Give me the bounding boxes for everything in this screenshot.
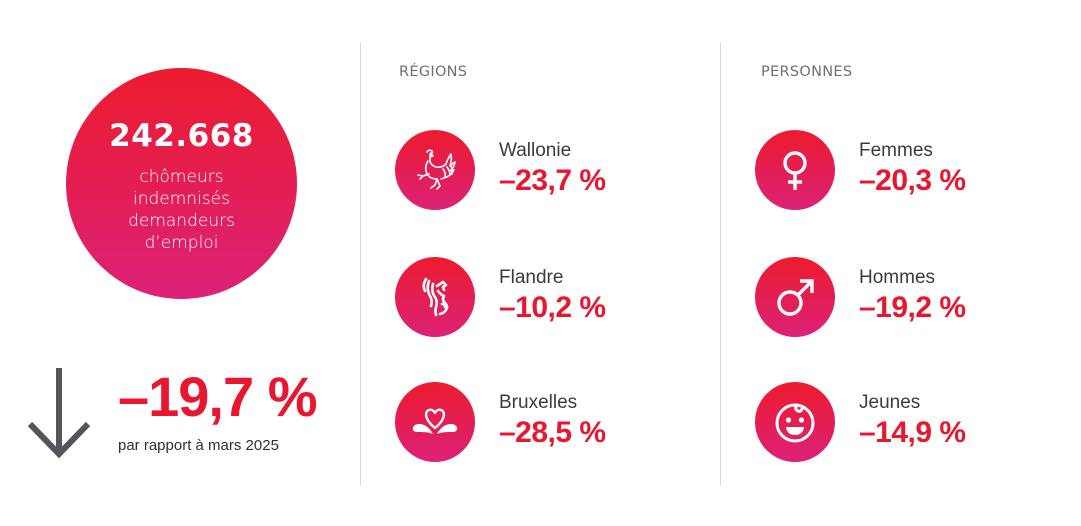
region-value: –10,2 % (499, 291, 606, 324)
baby-face-icon (775, 403, 815, 443)
heart-iris-icon (412, 408, 458, 434)
person-label: Femmes (859, 140, 933, 161)
region-flandre: Flandre –10,2 % (395, 257, 655, 339)
person-value: –14,9 % (859, 416, 966, 449)
person-hommes: Hommes –19,2 % (755, 257, 1015, 339)
total-change-reference: par rapport à mars 2025 (118, 437, 279, 454)
divider-left (360, 42, 361, 486)
regions-title: RÉGIONS (399, 64, 468, 80)
divider-right (720, 42, 721, 486)
female-symbol-icon (783, 151, 807, 190)
person-jeunes: Jeunes –14,9 % (755, 382, 1015, 464)
person-label: Hommes (859, 267, 936, 288)
total-circle: 242.668 chômeurs indemnisés demandeurs d… (66, 68, 297, 299)
total-number: 242.668 (109, 117, 254, 154)
region-bruxelles: Bruxelles –28,5 % (395, 382, 655, 464)
region-value: –23,7 % (499, 164, 606, 197)
arrow-down-icon (27, 368, 91, 459)
persons-title: PERSONNES (761, 64, 853, 80)
total-change-value: –19,7 % (118, 365, 317, 428)
person-value: –20,3 % (859, 164, 966, 197)
region-wallonie: Wallonie –23,7 % (395, 130, 655, 212)
rooster-icon (417, 149, 456, 190)
region-label: Wallonie (499, 140, 572, 161)
total-description: chômeurs indemnisés demandeurs d’emploi (128, 166, 235, 253)
person-femmes: Femmes –20,3 % (755, 130, 1015, 212)
region-label: Flandre (499, 267, 564, 288)
lion-icon (422, 277, 449, 317)
male-symbol-icon (777, 279, 814, 316)
region-label: Bruxelles (499, 392, 578, 413)
person-label: Jeunes (859, 392, 921, 413)
region-value: –28,5 % (499, 416, 606, 449)
person-value: –19,2 % (859, 291, 966, 324)
